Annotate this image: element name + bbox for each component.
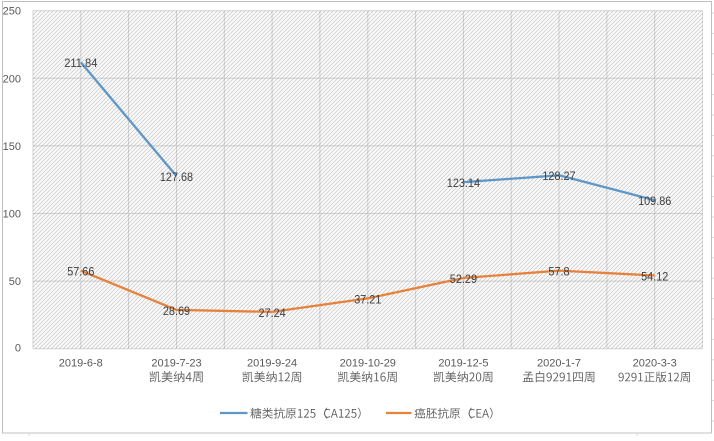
svg-text:100: 100	[3, 209, 21, 221]
svg-text:2019-9-24: 2019-9-24	[247, 358, 297, 370]
svg-text:211.84: 211.84	[64, 56, 98, 70]
svg-text:250: 250	[3, 6, 21, 18]
svg-text:37.21: 37.21	[354, 292, 381, 306]
svg-text:127.68: 127.68	[160, 170, 193, 184]
svg-text:54.12: 54.12	[641, 269, 668, 283]
svg-text:128.27: 128.27	[542, 169, 575, 183]
svg-text:0: 0	[15, 342, 21, 354]
svg-text:2019-10-29: 2019-10-29	[340, 358, 396, 370]
svg-text:28.69: 28.69	[163, 304, 190, 318]
svg-text:109.86: 109.86	[638, 194, 671, 208]
svg-text:27.24: 27.24	[259, 306, 286, 320]
svg-text:123.14: 123.14	[447, 176, 480, 190]
svg-text:2019-7-23: 2019-7-23	[151, 358, 201, 370]
svg-text:2020-3-3: 2020-3-3	[633, 358, 677, 370]
svg-text:57.8: 57.8	[548, 265, 569, 279]
svg-text:2019-6-8: 2019-6-8	[59, 358, 103, 370]
svg-text:150: 150	[3, 141, 21, 153]
svg-text:50: 50	[9, 276, 21, 288]
svg-text:200: 200	[3, 73, 21, 85]
svg-text:57.66: 57.66	[67, 265, 94, 279]
svg-text:2019-12-5: 2019-12-5	[438, 358, 488, 370]
svg-text:2020-1-7: 2020-1-7	[537, 358, 581, 370]
svg-text:52.29: 52.29	[450, 272, 477, 286]
